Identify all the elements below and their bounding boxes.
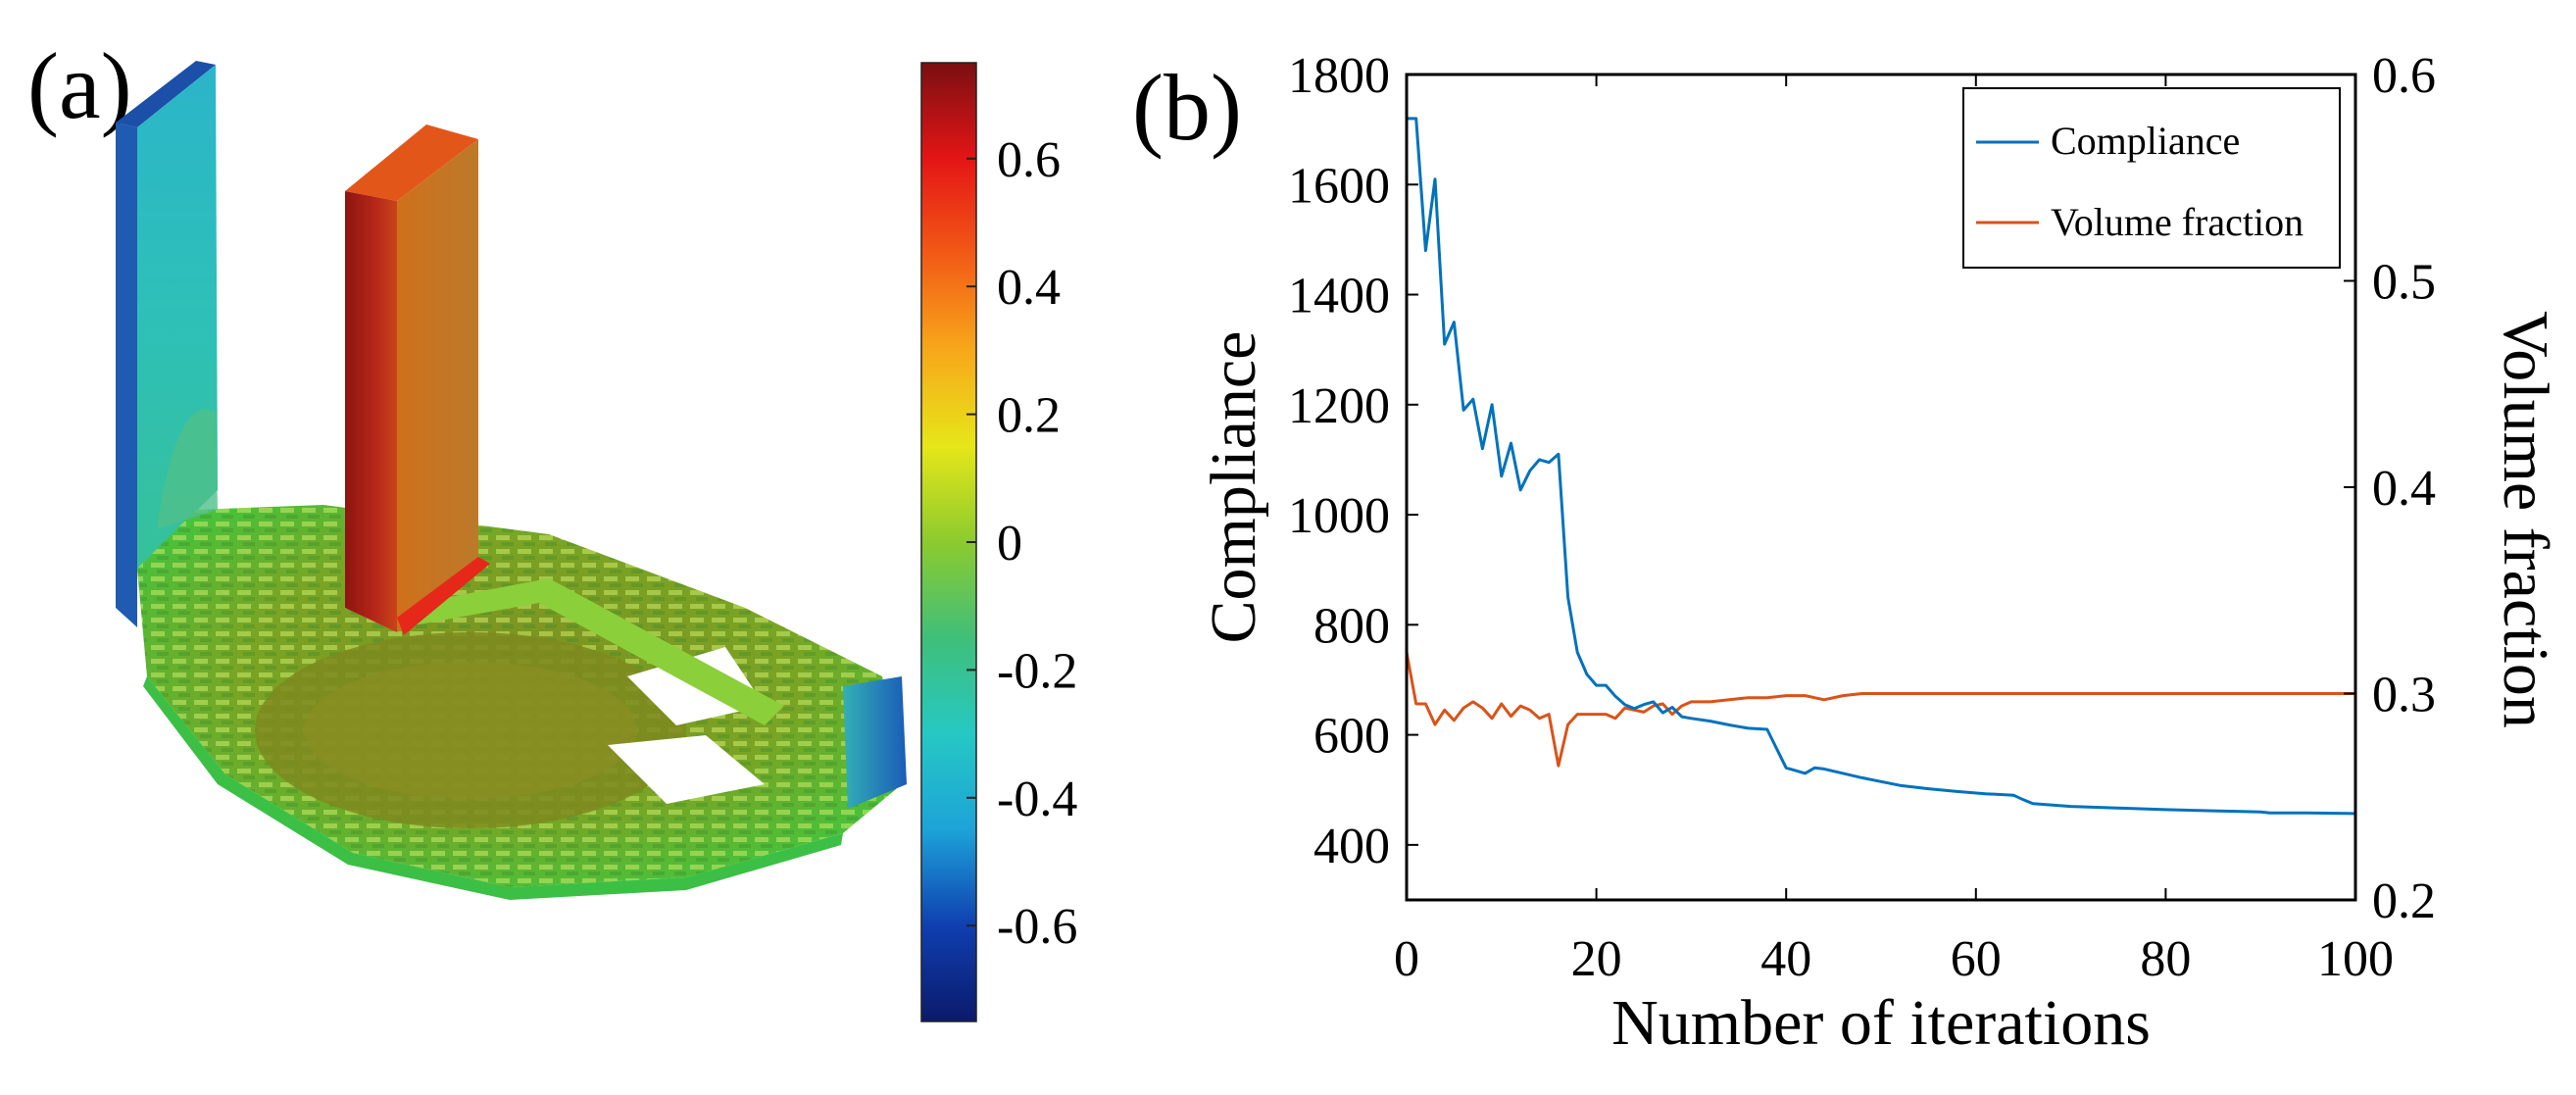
base-hole-lower <box>608 735 765 804</box>
right-wall-base-stripe <box>397 557 490 635</box>
y-tick-label: 1200 <box>1288 378 1390 434</box>
right-wall-side <box>397 139 478 632</box>
x-tick-label: 20 <box>1571 931 1622 987</box>
right-wall-top <box>345 124 478 201</box>
y2-tick-label: 0.2 <box>2372 873 2436 929</box>
panel-a: (a) <box>27 33 1077 1022</box>
series-line-compliance <box>1407 117 2356 816</box>
colorbar-tick-label: 0.2 <box>997 388 1061 444</box>
y2-tick-label: 0.6 <box>2372 48 2436 104</box>
colorbar-tick-label: 0.4 <box>997 260 1061 316</box>
colorbar-ticks: 0.6 0.4 0.2 0 -0.2 -0.4 -0.6 <box>966 132 1077 955</box>
colorbar-tick-label: -0.6 <box>997 899 1077 955</box>
series-line-volume-fraction <box>1405 652 2355 768</box>
y-tick-label: 800 <box>1313 598 1390 654</box>
legend-label-volume-fraction: Volume fraction <box>2051 200 2304 244</box>
y2-axis-ticks: 0.2 0.3 0.4 0.5 0.6 <box>2344 48 2436 929</box>
left-wall-fillet <box>157 409 218 529</box>
colorbar-tick-label: 0 <box>997 516 1022 572</box>
x-tick-label: 100 <box>2317 931 2394 987</box>
y-tick-label: 1600 <box>1288 158 1390 214</box>
left-wall-top <box>116 61 216 127</box>
colorbar-tick-label: -0.2 <box>997 643 1077 699</box>
left-wall-edge <box>116 123 137 627</box>
x-tick-label: 40 <box>1760 931 1811 987</box>
right-wall-front <box>345 191 397 632</box>
colorbar-tick-label: -0.4 <box>997 771 1077 827</box>
legend: Compliance Volume fraction <box>1962 87 2341 269</box>
base-strut <box>392 578 784 725</box>
panel-a-label: (a) <box>27 33 132 138</box>
y-tick-label: 400 <box>1313 819 1390 874</box>
y2-tick-label: 0.3 <box>2372 668 2436 723</box>
y-axis-label: Compliance <box>1198 331 1269 644</box>
colorbar: 0.6 0.4 0.2 0 -0.2 -0.4 -0.6 <box>920 62 1077 1022</box>
y-tick-label: 1400 <box>1288 269 1390 324</box>
optimized-structure-render <box>116 61 907 900</box>
y2-tick-label: 0.4 <box>2372 461 2436 517</box>
y-tick-label: 600 <box>1313 709 1390 765</box>
series-layer <box>1405 117 2356 816</box>
y-tick-label: 1000 <box>1288 488 1390 544</box>
base-center-ellipse-inner <box>304 662 637 799</box>
x-axis-label: Number of iterations <box>1611 987 2151 1059</box>
x-axis-ticks: 0 20 40 60 80 100 <box>1394 75 2394 987</box>
y-tick-label: 1800 <box>1288 48 1390 104</box>
legend-label-compliance: Compliance <box>2051 119 2240 163</box>
x-tick-label: 80 <box>2140 931 2191 987</box>
base-rim-highlight <box>143 676 843 900</box>
right-tip <box>843 676 907 809</box>
y-axis-ticks: 400 600 800 1000 1200 1400 1600 1800 <box>1288 48 1418 874</box>
x-tick-label: 0 <box>1394 931 1419 987</box>
line-chart: 0 20 40 60 80 100 400 600 800 1000 1200 1400 1600 18… <box>1198 48 2561 1059</box>
panel-b-label: (b) <box>1132 55 1242 160</box>
colorbar-tick-label: 0.6 <box>997 132 1061 188</box>
panel-b: (b) 0 20 40 60 80 100 400 600 800 1000 1200 1400 16… <box>1132 48 2561 1059</box>
legend-box <box>1962 87 2341 269</box>
y2-tick-label: 0.5 <box>2372 255 2436 311</box>
y2-axis-label: Volume fraction <box>2490 311 2561 728</box>
x-tick-label: 60 <box>1951 931 2002 987</box>
